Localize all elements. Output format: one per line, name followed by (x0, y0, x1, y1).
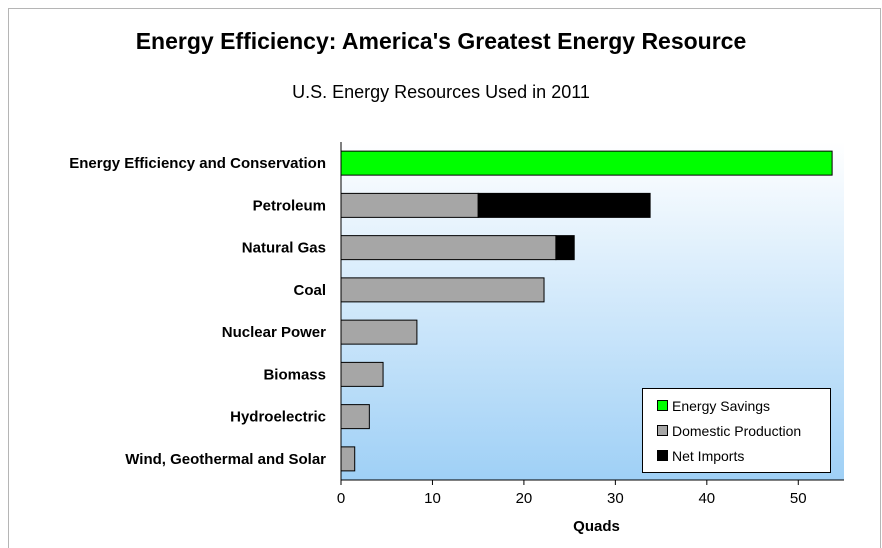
x-tick-label-40: 40 (698, 490, 715, 507)
legend-swatch-net-imports (657, 450, 668, 461)
bar-nuclear-power-domestic-production (340, 319, 418, 345)
bar-energy-efficiency-and-conservation-energy-savings (340, 150, 833, 176)
category-label-hydroelectric: Hydroelectric (230, 409, 326, 426)
category-label-coal: Coal (293, 282, 326, 299)
category-label-natural-gas: Natural Gas (242, 240, 326, 257)
legend-label-domestic-production: Domestic Production (672, 422, 802, 439)
bar-petroleum-net-imports (477, 192, 651, 218)
legend-label-net-imports: Net Imports (672, 447, 745, 464)
bar-natural-gas-domestic-production (340, 235, 557, 261)
legend-swatch-energy-savings (657, 400, 668, 411)
x-axis-title: Quads (573, 518, 620, 535)
bar-biomass-domestic-production (340, 361, 384, 387)
legend-item-energy-savings: Energy Savings (643, 393, 830, 418)
x-tick-label-10: 10 (424, 490, 441, 507)
category-label-biomass: Biomass (263, 366, 326, 383)
x-tick-label-0: 0 (337, 490, 345, 507)
category-label-nuclear-power: Nuclear Power (222, 324, 326, 341)
bar-coal-domestic-production (340, 277, 545, 303)
x-tick-label-20: 20 (516, 490, 533, 507)
bar-wind-geothermal-and-solar-domestic-production (340, 446, 356, 472)
chart-subtitle: U.S. Energy Resources Used in 2011 (292, 82, 590, 102)
bar-hydroelectric-domestic-production (340, 404, 370, 430)
x-tick-label-50: 50 (790, 490, 807, 507)
category-label-energy-efficiency-and-conservation: Energy Efficiency and Conservation (69, 155, 326, 172)
category-label-wind-geothermal-and-solar: Wind, Geothermal and Solar (125, 451, 326, 468)
legend-label-energy-savings: Energy Savings (672, 397, 771, 414)
legend-item-net-imports: Net Imports (643, 443, 830, 468)
category-label-petroleum: Petroleum (253, 197, 326, 214)
bar-natural-gas-net-imports (555, 235, 575, 261)
chart-title: Energy Efficiency: America's Greatest En… (135, 28, 747, 54)
chart-legend: Energy Savings Domestic Production Net I… (642, 388, 831, 473)
legend-swatch-domestic-production (657, 425, 668, 436)
x-tick-label-30: 30 (607, 490, 624, 507)
legend-item-domestic-production: Domestic Production (643, 418, 830, 443)
bar-petroleum-domestic-production (340, 192, 479, 218)
